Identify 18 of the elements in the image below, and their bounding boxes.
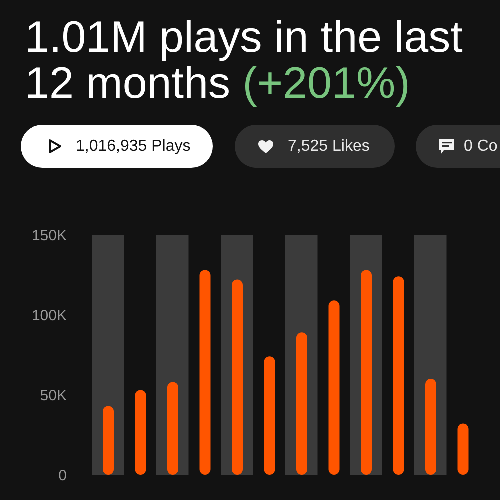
y-tick-label: 100K bbox=[32, 307, 67, 324]
y-tick-label: 0 bbox=[58, 467, 67, 484]
text: (+201%) bbox=[242, 59, 410, 108]
pill-button: 0 Co bbox=[416, 125, 500, 168]
pill-button: 7,525 Likes bbox=[235, 125, 395, 168]
bar bbox=[200, 270, 211, 475]
bar bbox=[458, 424, 469, 475]
y-tick-label: 50K bbox=[40, 387, 67, 404]
bar bbox=[103, 406, 114, 475]
bar bbox=[168, 382, 178, 475]
bar bbox=[426, 379, 436, 475]
y-tick-label: 150K bbox=[32, 227, 67, 244]
bar bbox=[264, 356, 276, 475]
bar bbox=[296, 332, 308, 475]
bar bbox=[393, 276, 404, 475]
bar bbox=[328, 300, 340, 475]
pill-button: 1,016,935 Plays bbox=[21, 125, 213, 168]
bar bbox=[135, 390, 146, 475]
